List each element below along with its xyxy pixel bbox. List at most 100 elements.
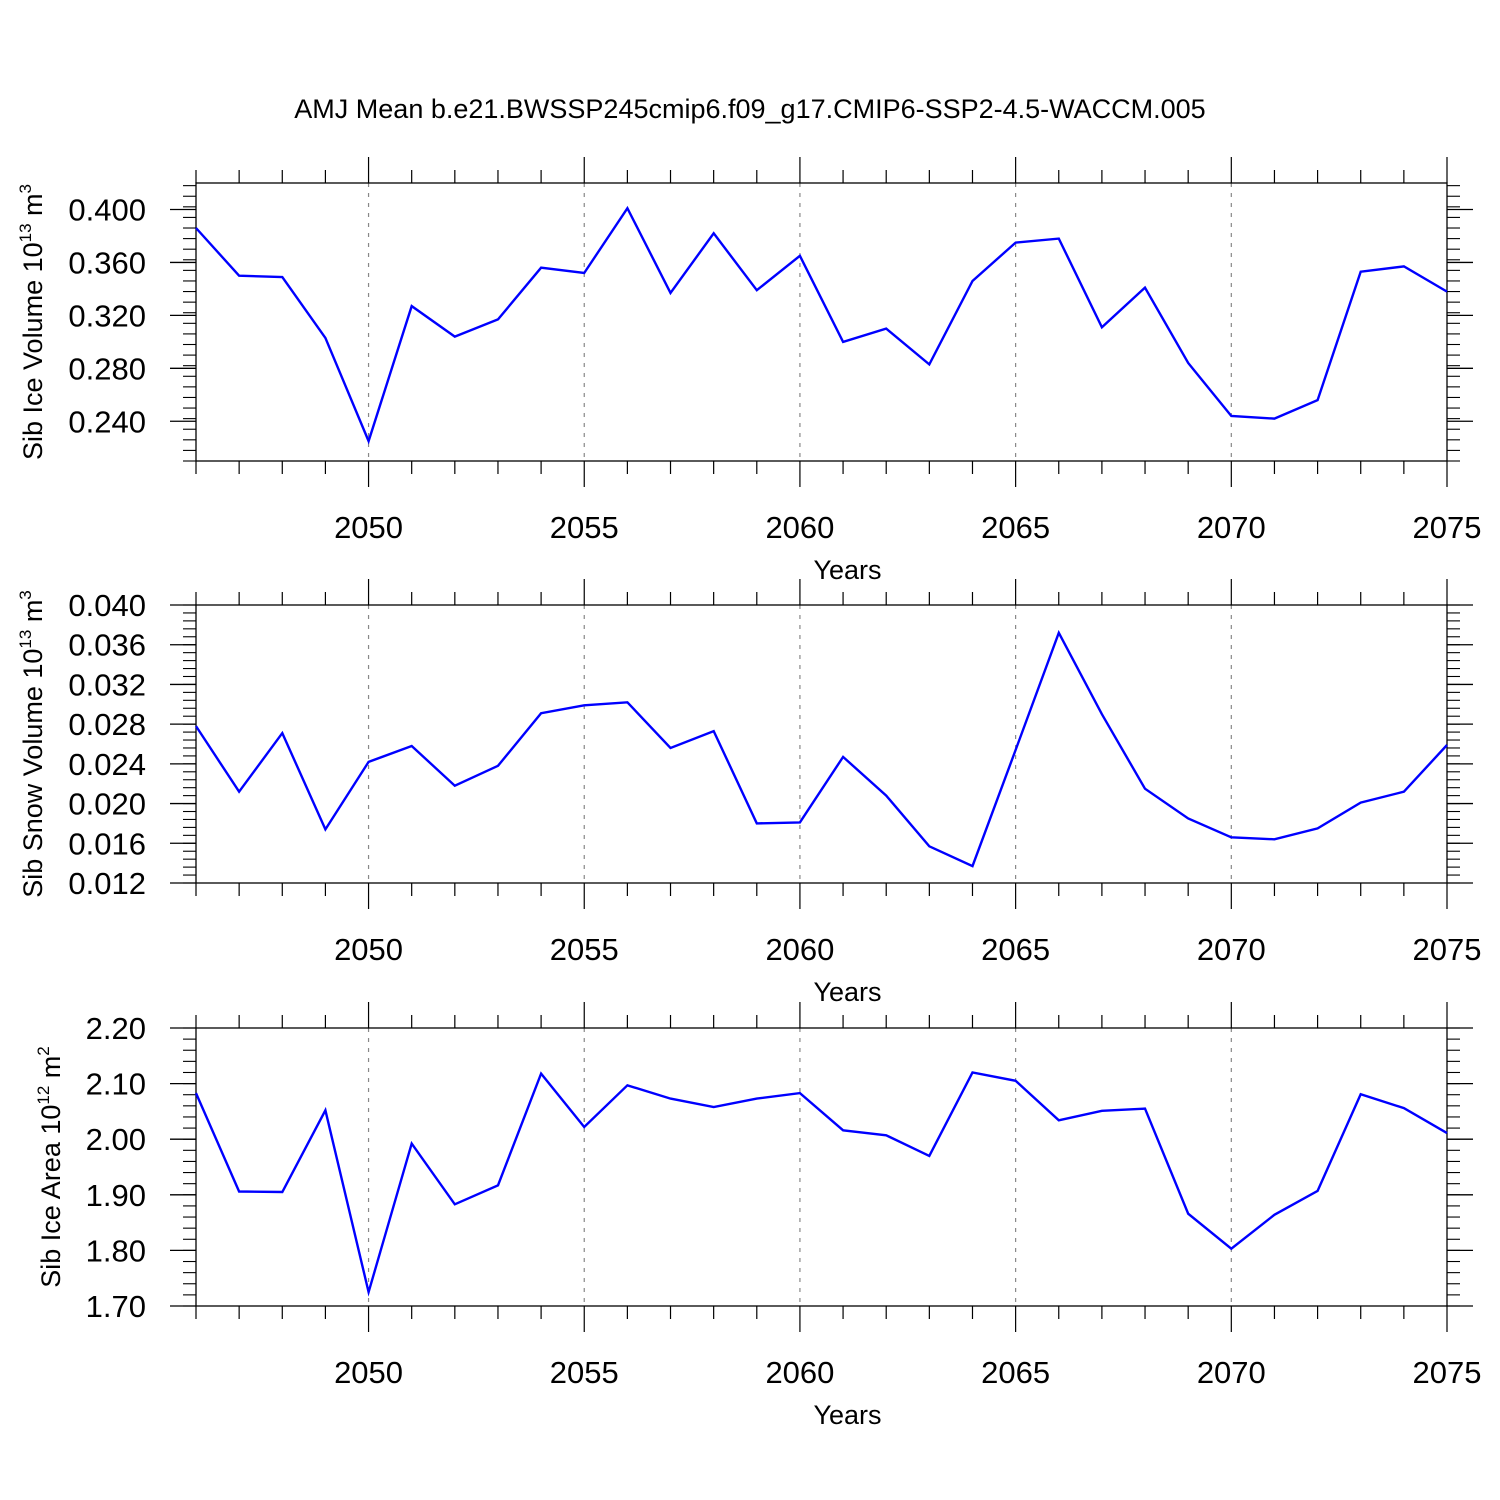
y-axis-label-text: Sib Snow Volume 10 [18, 649, 48, 898]
data-point [1229, 414, 1233, 418]
chart-title: AMJ Mean b.e21.BWSSP245cmip6.f09_g17.CMI… [294, 94, 1205, 124]
data-point [1402, 790, 1406, 794]
data-point [1014, 241, 1018, 245]
data-point [1316, 826, 1320, 830]
plot-frame [195, 1027, 1448, 1307]
x-tick-label: 2070 [1197, 510, 1266, 545]
x-tick-label: 2050 [334, 1355, 403, 1390]
series-line [195, 205, 1448, 445]
data-point [194, 226, 198, 230]
data-point [280, 731, 284, 735]
data-point [669, 746, 673, 750]
data-point [1100, 325, 1104, 329]
y-tick-label: 2.20 [86, 1011, 146, 1046]
data-point [1014, 1079, 1018, 1083]
y-axis-label-unit: m [36, 1056, 66, 1086]
data-point [539, 1072, 543, 1076]
y-tick-label: 1.90 [86, 1178, 146, 1213]
data-point [755, 1097, 759, 1101]
data-point [841, 755, 845, 759]
x-tick-label: 2075 [1413, 932, 1482, 967]
data-point [1229, 1247, 1233, 1251]
data-point [323, 827, 327, 831]
data-point [323, 336, 327, 340]
data-point [453, 784, 457, 788]
x-tick-label: 2055 [550, 510, 619, 545]
data-point [410, 304, 414, 308]
chart-panel-3: 1.70 1.80 1.90 2.00 2.10 2.20 2050 2055 2060 2065… [34, 1002, 1481, 1430]
data-point [1445, 290, 1449, 294]
y-tick-label: 0.040 [68, 588, 146, 623]
data-point [755, 288, 759, 292]
y-tick-label: 0.028 [68, 707, 146, 742]
y-axis-label-unit-exponent: 3 [16, 184, 35, 193]
y-axis-label-unit-exponent: 2 [34, 1046, 53, 1055]
data-point [669, 1097, 673, 1101]
data-point [1402, 264, 1406, 268]
data-point [669, 291, 673, 295]
data-point [1359, 801, 1363, 805]
data-point [1272, 837, 1276, 841]
data-point [1272, 1213, 1276, 1217]
y-tick-label: 2.10 [86, 1067, 146, 1102]
x-tick-label: 2060 [765, 932, 834, 967]
y-tick-label: 0.400 [68, 192, 146, 227]
data-point [884, 327, 888, 331]
x-tick-label: 2050 [334, 510, 403, 545]
data-point [970, 864, 974, 868]
data-point [1186, 361, 1190, 365]
data-point [970, 1070, 974, 1074]
data-point [1143, 1107, 1147, 1111]
x-axis-label: Years [813, 977, 881, 1007]
y-tick-label: 0.320 [68, 298, 146, 333]
data-point [496, 317, 500, 321]
x-tick-label: 2065 [981, 932, 1050, 967]
y-axis-label-text: Sib Ice Volume 10 [18, 242, 48, 460]
data-point [323, 1108, 327, 1112]
x-tick-label: 2060 [765, 1355, 834, 1390]
data-point [1057, 631, 1061, 635]
data-point [582, 1125, 586, 1129]
x-axis-label: Years [813, 1400, 881, 1430]
data-point [712, 231, 716, 235]
data-point [582, 703, 586, 707]
data-point [539, 711, 543, 715]
data-point [1100, 712, 1104, 716]
x-tick-label: 2075 [1413, 1355, 1482, 1390]
y-tick-label: 0.024 [68, 747, 146, 782]
data-point [237, 1189, 241, 1193]
y-axis-label: Sib Ice Area 1012 m2 [34, 1046, 66, 1288]
data-point [496, 764, 500, 768]
plot-frame [195, 182, 1448, 462]
y-tick-label: 0.036 [68, 628, 146, 663]
data-point [280, 275, 284, 279]
x-tick-label: 2055 [550, 932, 619, 967]
x-axis-label: Years [813, 555, 881, 585]
data-point [798, 820, 802, 824]
x-tick-label: 2050 [334, 932, 403, 967]
data-point [367, 1290, 371, 1294]
data-point [1186, 816, 1190, 820]
data-point [712, 729, 716, 733]
data-point [927, 362, 931, 366]
data-point [1359, 1092, 1363, 1096]
data-point [367, 439, 371, 443]
x-tick-label: 2065 [981, 510, 1050, 545]
y-axis-label-unit: m [18, 600, 48, 630]
data-point [194, 1091, 198, 1095]
y-axis-label: Sib Ice Volume 1013 m3 [16, 184, 48, 460]
y-tick-label: 0.020 [68, 787, 146, 822]
data-point [1186, 1212, 1190, 1216]
y-axis-label-text: Sib Ice Area 10 [36, 1105, 66, 1288]
series-line [194, 1071, 1448, 1297]
data-point [625, 1083, 629, 1087]
data-point [496, 1183, 500, 1187]
data-point [1057, 1118, 1061, 1122]
y-tick-label: 0.360 [68, 245, 146, 280]
data-point [1229, 835, 1233, 839]
data-point [841, 340, 845, 344]
data-point [625, 700, 629, 704]
y-axis-label-unit: m [18, 193, 48, 223]
data-point [194, 724, 198, 728]
data-point [1057, 237, 1061, 241]
